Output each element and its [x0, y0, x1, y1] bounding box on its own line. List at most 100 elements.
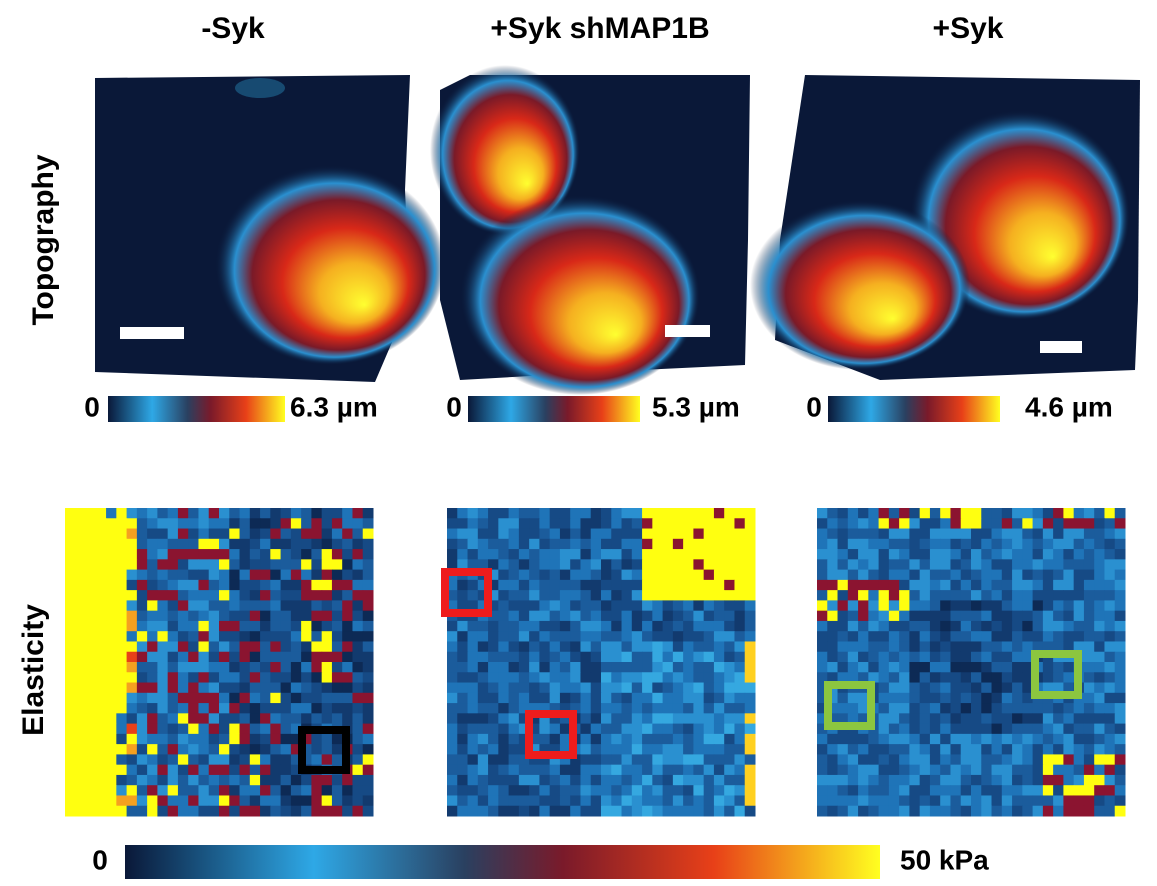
- pixel: [106, 662, 117, 673]
- pixel: [478, 631, 489, 642]
- pixel: [724, 590, 735, 601]
- pixel: [683, 795, 694, 806]
- pixel: [363, 775, 374, 786]
- pixel: [311, 785, 322, 796]
- pixel: [724, 795, 735, 806]
- pixel: [1002, 539, 1013, 550]
- pixel: [591, 600, 602, 611]
- pixel: [879, 795, 890, 806]
- pixel: [1115, 683, 1126, 694]
- pixel: [971, 559, 982, 570]
- pixel: [1053, 539, 1064, 550]
- pixel: [488, 683, 499, 694]
- pixel: [168, 652, 179, 663]
- pixel: [291, 570, 302, 581]
- pixel: [250, 785, 261, 796]
- pixel: [447, 775, 458, 786]
- pixel: [198, 795, 209, 806]
- pixel: [560, 693, 571, 704]
- pixel: [848, 518, 859, 529]
- pixel: [560, 683, 571, 694]
- pixel: [342, 672, 353, 683]
- pixel: [488, 724, 499, 735]
- pixel: [301, 713, 312, 724]
- pixel: [930, 806, 941, 817]
- pixel: [1115, 631, 1126, 642]
- pixel: [971, 590, 982, 601]
- pixel: [940, 631, 951, 642]
- pixel: [488, 662, 499, 673]
- pixel: [498, 631, 509, 642]
- pixel: [591, 785, 602, 796]
- pixel: [611, 590, 622, 601]
- pixel: [683, 744, 694, 755]
- pixel: [240, 641, 251, 652]
- pixel: [498, 713, 509, 724]
- pixel: [260, 570, 271, 581]
- pixel: [622, 775, 633, 786]
- pixel: [580, 570, 591, 581]
- pixel: [498, 529, 509, 540]
- pixel: [198, 662, 209, 673]
- pixel: [930, 580, 941, 591]
- pixel: [580, 713, 591, 724]
- pixel: [580, 518, 591, 529]
- pixel: [570, 795, 581, 806]
- pixel: [322, 713, 333, 724]
- pixel: [1063, 559, 1074, 570]
- pixel: [342, 600, 353, 611]
- pixel: [168, 631, 179, 642]
- pixel: [961, 662, 972, 673]
- pixel: [311, 590, 322, 601]
- pixel: [342, 693, 353, 704]
- pixel: [899, 641, 910, 652]
- pixel: [240, 683, 251, 694]
- pixel: [168, 744, 179, 755]
- pixel: [168, 734, 179, 745]
- pixel: [940, 580, 951, 591]
- pixel: [198, 765, 209, 776]
- pixel: [848, 765, 859, 776]
- pixel: [178, 724, 189, 735]
- pixel: [1012, 693, 1023, 704]
- pixel: [622, 744, 633, 755]
- pixel: [342, 570, 353, 581]
- pixel: [838, 539, 849, 550]
- pixel: [539, 662, 550, 673]
- pixel: [96, 518, 107, 529]
- pixel: [1053, 724, 1064, 735]
- pixel: [250, 713, 261, 724]
- pixel: [86, 672, 97, 683]
- pixel: [632, 693, 643, 704]
- pixel: [157, 631, 168, 642]
- pixel: [920, 580, 931, 591]
- pixel: [838, 744, 849, 755]
- pixel: [260, 641, 271, 652]
- pixel: [1063, 734, 1074, 745]
- pixel: [498, 744, 509, 755]
- pixel: [342, 652, 353, 663]
- pixel: [198, 590, 209, 601]
- pixel: [817, 580, 828, 591]
- pixel: [137, 529, 148, 540]
- pixel: [311, 775, 322, 786]
- pixel: [168, 785, 179, 796]
- pixel: [137, 754, 148, 765]
- pixel: [539, 600, 550, 611]
- pixel: [724, 652, 735, 663]
- pixel: [1063, 703, 1074, 714]
- pixel: [1033, 724, 1044, 735]
- pixel: [281, 785, 292, 796]
- pixel: [1002, 529, 1013, 540]
- pixel: [971, 539, 982, 550]
- pixel: [734, 672, 745, 683]
- pixel: [950, 795, 961, 806]
- pixel: [127, 765, 138, 776]
- pixel: [838, 590, 849, 601]
- pixel: [920, 693, 931, 704]
- pixel: [106, 621, 117, 632]
- pixel: [498, 652, 509, 663]
- pixel: [1104, 631, 1115, 642]
- pixel: [519, 672, 530, 683]
- pixel: [1033, 600, 1044, 611]
